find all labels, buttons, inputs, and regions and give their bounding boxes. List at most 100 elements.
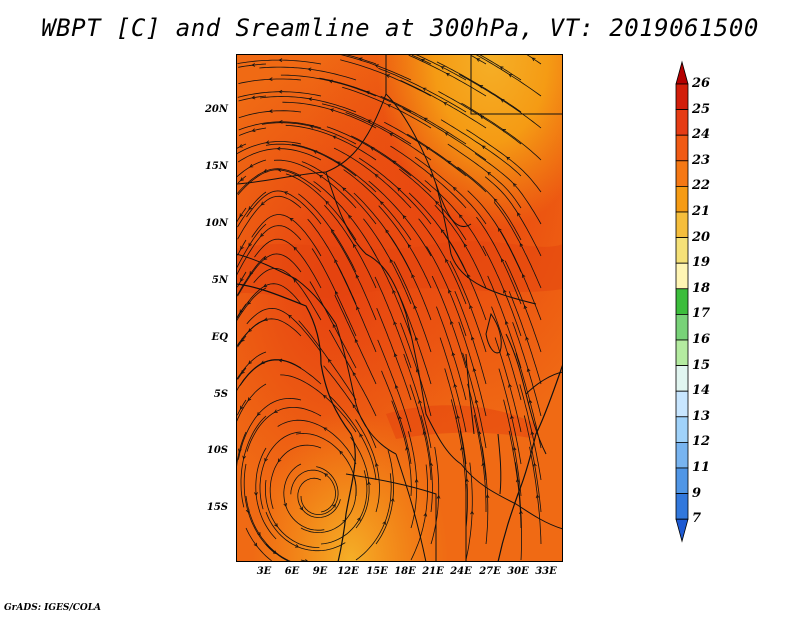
streamline-arrowhead	[429, 462, 434, 467]
streamline-arrowhead	[380, 201, 384, 205]
streamline	[526, 54, 542, 65]
streamline-arrowhead	[447, 160, 452, 165]
streamline-arrowhead	[523, 305, 528, 310]
streamline-arrowhead	[402, 215, 407, 219]
streamline-arrowhead	[436, 494, 441, 499]
colorbar-tick-label: 24	[692, 127, 711, 143]
streamline-arrowhead	[248, 360, 252, 365]
colorbar-swatch	[675, 493, 689, 520]
streamline-arrowhead	[460, 446, 464, 451]
streamline-arrowhead	[481, 462, 486, 467]
streamline-arrowhead	[469, 304, 473, 309]
streamline-arrowhead	[332, 503, 336, 508]
streamline-arrowhead	[413, 305, 418, 310]
lat-label: 10N	[204, 218, 228, 229]
streamline-arrowhead	[283, 503, 287, 507]
streamline-arrowhead	[517, 212, 521, 217]
streamline-arrowhead	[308, 97, 313, 102]
streamline-arrowhead	[535, 494, 540, 499]
streamline-arrowhead	[474, 399, 479, 404]
streamline-arrowhead	[393, 321, 397, 326]
streamline-arrowhead	[318, 174, 323, 179]
streamline-arrowhead	[323, 427, 328, 431]
streamline-arrowhead	[515, 478, 520, 483]
colorbar-tick-label: 17	[692, 306, 711, 322]
lon-label: 6E	[284, 566, 300, 577]
lon-label: 3E	[256, 566, 272, 577]
streamline-arrowhead	[512, 446, 517, 451]
country-borders	[236, 54, 563, 562]
streamline-arrowhead	[253, 542, 258, 547]
streamline-arrowhead	[448, 289, 452, 294]
streamline-arrowhead	[248, 206, 253, 211]
colorbar-tick-label: 19	[692, 255, 711, 271]
lat-label: 10S	[206, 445, 228, 456]
streamline-arrowhead	[385, 74, 390, 78]
streamline-arrowhead	[506, 156, 511, 161]
streamline	[345, 54, 377, 65]
streamline-arrowhead	[472, 367, 477, 372]
streamline-arrowhead	[328, 358, 332, 363]
chart-title: WBPT [C] and Sreamline at 300hPa, VT: 20…	[41, 14, 759, 42]
streamline-arrowhead	[444, 132, 449, 136]
streamline-arrowhead	[512, 182, 517, 187]
streamline-arrowhead	[329, 108, 334, 113]
streamline-arrowhead	[238, 448, 242, 453]
streamline	[237, 191, 267, 228]
streamline	[236, 431, 247, 470]
streamline-arrowhead	[487, 171, 492, 176]
streamline-arrowhead	[508, 73, 513, 78]
colorbar-bar	[675, 60, 689, 543]
colorbar-tick-label: 9	[692, 485, 702, 501]
streamline-arrowhead	[251, 95, 256, 100]
streamline-arrowhead	[277, 168, 282, 173]
streamline-arrowhead	[392, 289, 396, 294]
streamline	[237, 175, 247, 184]
colorbar-swatch	[675, 416, 689, 443]
lat-label: 5S	[213, 389, 228, 400]
streamline-arrowhead	[334, 290, 339, 295]
coastline-east	[497, 363, 563, 562]
lon-label: 15E	[366, 566, 388, 577]
streamline-arrowhead	[532, 462, 537, 467]
colorbar-tick-label: 13	[692, 408, 711, 424]
lat-label: 5N	[211, 275, 228, 286]
streamline-arrowhead	[374, 173, 379, 178]
colorbar-tick-label: 25	[692, 101, 711, 117]
streamline-arrowhead	[481, 145, 486, 149]
wbpt-streamline-map	[236, 54, 563, 562]
colorbar-tick-label: 20	[692, 229, 711, 245]
streamlines	[236, 54, 542, 562]
streamline-arrowhead	[450, 320, 454, 325]
colorbar-swatch	[675, 211, 689, 239]
streamline-arrowhead	[392, 160, 397, 165]
streamline-arrowhead	[268, 109, 273, 113]
lon-label: 30E	[507, 566, 529, 577]
streamline-arrowhead	[278, 89, 283, 94]
colorbar-swatch	[675, 390, 689, 418]
streamline-arrowhead	[241, 370, 245, 375]
streamline-arrowhead	[422, 87, 427, 92]
streamline-arrowhead	[374, 462, 379, 467]
streamline-arrowhead	[242, 455, 246, 460]
streamline-arrowhead	[389, 132, 394, 137]
streamline	[236, 168, 302, 194]
streamline-arrowhead	[355, 274, 360, 279]
lon-label: 33E	[535, 566, 557, 577]
streamline-arrowhead	[411, 274, 415, 279]
streamline-arrowhead	[309, 124, 314, 129]
streamline-arrowhead	[278, 358, 283, 363]
streamline-arrowhead	[263, 317, 268, 322]
streamline-arrowhead	[452, 186, 457, 191]
streamline-arrowhead	[240, 405, 244, 410]
streamline-arrowhead	[385, 229, 389, 234]
streamline-arrowhead	[485, 494, 490, 499]
streamline-arrowhead	[334, 259, 338, 264]
streamline-arrowhead	[348, 214, 352, 219]
streamline-arrowhead	[353, 243, 357, 248]
colorbar-swatch	[675, 262, 689, 290]
streamline-arrowhead	[331, 228, 335, 233]
streamline-arrowhead	[440, 229, 445, 233]
streamline	[236, 287, 267, 322]
lon-label: 21E	[422, 566, 444, 577]
